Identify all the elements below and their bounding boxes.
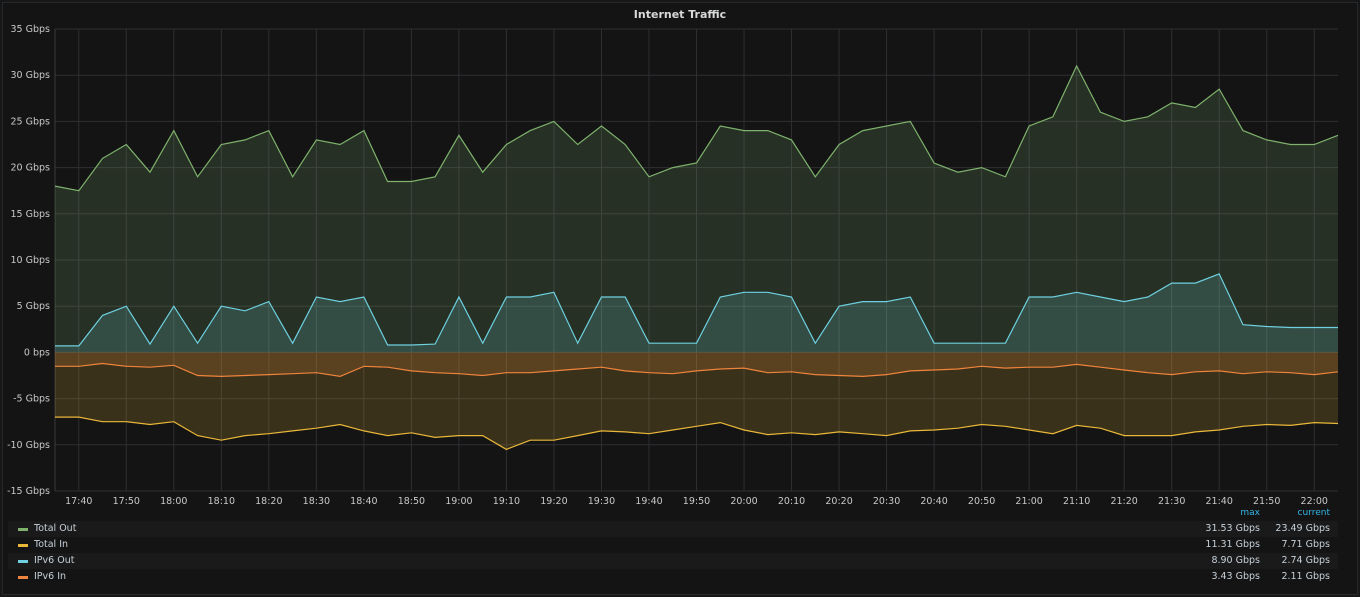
x-tick-label: 21:30	[1158, 496, 1185, 507]
series-area-total-in	[55, 352, 1338, 450]
series-line-ipv6-out[interactable]	[55, 273, 1338, 347]
legend-item[interactable]: IPv6 In 3.43 Gbps 2.11 Gbps	[8, 569, 1338, 585]
x-tick-label: 19:20	[540, 496, 567, 507]
y-tick-label: 20 Gbps	[11, 163, 51, 174]
chart-areas	[55, 66, 1338, 450]
legend-item[interactable]: Total Out 31.53 Gbps 23.49 Gbps	[8, 521, 1338, 537]
legend-max-value: 8.90 Gbps	[1211, 555, 1260, 566]
x-tick-label: 20:00	[730, 496, 757, 507]
y-tick-label: 25 Gbps	[11, 116, 51, 127]
legend-current-value: 7.71 Gbps	[1281, 539, 1330, 550]
legend-item[interactable]: IPv6 Out 8.90 Gbps 2.74 Gbps	[8, 553, 1338, 569]
x-tick-label: 21:40	[1206, 496, 1233, 507]
x-tick-label: 18:50	[398, 496, 425, 507]
panel-title[interactable]: Internet Traffic	[633, 8, 727, 21]
series-line-total-out[interactable]	[54, 64, 1339, 192]
legend-max-value: 3.43 Gbps	[1211, 571, 1260, 582]
x-tick-label: 20:10	[778, 496, 805, 507]
series-line-ipv6-in[interactable]	[55, 362, 1339, 378]
legend-item[interactable]: Total In 11.31 Gbps 7.71 Gbps	[8, 537, 1338, 553]
chart-lines	[54, 64, 1339, 451]
x-tick-label: 18:30	[303, 496, 330, 507]
x-tick-label: 21:00	[1015, 496, 1042, 507]
x-tick-label: 21:50	[1253, 496, 1280, 507]
y-tick-label: -10 Gbps	[7, 440, 50, 451]
legend-series-name[interactable]: Total Out	[34, 523, 77, 534]
legend-header-current[interactable]: current	[1297, 508, 1330, 518]
series-area-ipv6-out	[55, 273, 1338, 353]
x-tick-label: 19:50	[683, 496, 710, 507]
legend-swatch[interactable]	[18, 576, 28, 579]
legend: max current Total Out 31.53 Gbps 23.49 Gbp…	[8, 505, 1338, 585]
legend-max-value: 11.31 Gbps	[1205, 539, 1260, 550]
x-tick-label: 19:00	[445, 496, 472, 507]
x-tick-label: 20:50	[968, 496, 995, 507]
y-tick-label: 10 Gbps	[11, 255, 51, 266]
series-area-total-out	[55, 66, 1338, 353]
y-tick-label: 15 Gbps	[11, 209, 51, 220]
legend-current-value: 2.11 Gbps	[1281, 571, 1330, 582]
chart-grid	[54, 28, 1338, 492]
y-tick-label: 0 bps	[24, 347, 50, 358]
legend-series-name[interactable]: IPv6 In	[34, 571, 67, 582]
x-tick-label: 17:50	[113, 496, 140, 507]
legend-series-name[interactable]: Total In	[34, 539, 69, 550]
x-tick-label: 22:00	[1301, 496, 1328, 507]
x-tick-label: 21:20	[1110, 496, 1137, 507]
legend-swatch[interactable]	[18, 528, 28, 531]
y-tick-label: -15 Gbps	[7, 486, 50, 497]
x-tick-label: 18:40	[350, 496, 377, 507]
legend-current-value: 2.74 Gbps	[1281, 555, 1330, 566]
x-tick-label: 19:40	[635, 496, 662, 507]
legend-rows: Total Out 31.53 Gbps 23.49 Gbps Total In 11.…	[8, 521, 1338, 585]
x-tick-label: 19:10	[493, 496, 520, 507]
x-tick-label: 18:00	[160, 496, 187, 507]
legend-swatch[interactable]	[18, 544, 28, 547]
x-tick-label: 19:30	[588, 496, 615, 507]
y-tick-label: 5 Gbps	[17, 301, 50, 312]
legend-max-value: 31.53 Gbps	[1205, 523, 1260, 534]
legend-header-max[interactable]: max	[1240, 508, 1260, 518]
legend-current-value: 23.49 Gbps	[1275, 523, 1330, 534]
x-tick-label: 18:20	[255, 496, 282, 507]
series-area-ipv6-in	[55, 352, 1338, 377]
legend-swatch[interactable]	[18, 560, 28, 563]
y-tick-label: 30 Gbps	[11, 70, 51, 81]
x-tick-label: 20:40	[920, 496, 947, 507]
y-tick-label: 35 Gbps	[11, 24, 51, 35]
y-axis: 35 Gbps 30 Gbps 25 Gbps 20 Gbps 15 Gbps 10 Gb…	[7, 24, 50, 497]
series-line-total-in[interactable]	[55, 416, 1339, 451]
x-tick-label: 20:20	[825, 496, 852, 507]
x-tick-label: 17:40	[65, 496, 92, 507]
x-tick-label: 21:10	[1063, 496, 1090, 507]
x-tick-label: 20:30	[873, 496, 900, 507]
y-tick-label: -5 Gbps	[13, 394, 50, 405]
x-axis: 17:40 17:50 18:00 18:10 18:20 18:30 18:40 18:50…	[65, 496, 1328, 507]
legend-header: max current	[8, 505, 1338, 521]
x-tick-label: 18:10	[208, 496, 235, 507]
legend-series-name[interactable]: IPv6 Out	[34, 555, 75, 566]
